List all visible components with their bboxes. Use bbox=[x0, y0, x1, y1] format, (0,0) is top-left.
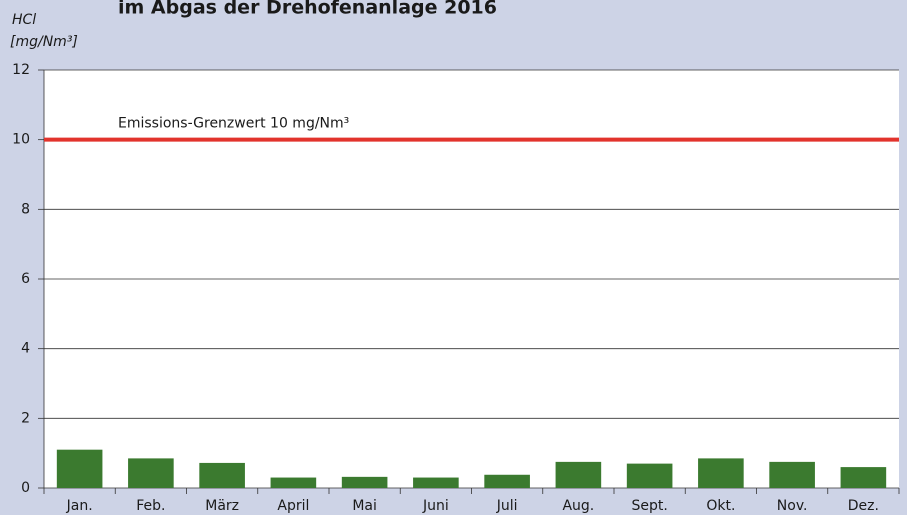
x-tick-label: Nov. bbox=[777, 498, 808, 514]
x-tick-label: Jan. bbox=[66, 498, 93, 514]
x-tick-label: Dez. bbox=[848, 498, 879, 514]
y-tick-label: 6 bbox=[21, 271, 30, 287]
bar bbox=[341, 476, 388, 488]
x-tick-label: Sept. bbox=[631, 498, 667, 514]
y-tick-label: 2 bbox=[21, 410, 30, 426]
bar bbox=[413, 477, 459, 488]
bar bbox=[56, 449, 103, 488]
x-tick-label: Okt. bbox=[706, 498, 735, 514]
threshold-label: Emissions-Grenzwert 10 mg/Nm³ bbox=[118, 116, 349, 132]
y-axis-label: HCl bbox=[12, 12, 36, 28]
x-tick-label: Juni bbox=[422, 498, 449, 514]
x-tick-label: Mai bbox=[352, 498, 377, 514]
y-tick-label: 10 bbox=[12, 132, 30, 148]
bar bbox=[555, 461, 602, 488]
x-tick-label: Feb. bbox=[136, 498, 165, 514]
y-tick-label: 12 bbox=[12, 62, 30, 78]
x-tick-label: April bbox=[277, 498, 309, 514]
bar bbox=[698, 458, 744, 488]
y-tick-label: 0 bbox=[21, 480, 30, 496]
x-tick-label: Aug. bbox=[562, 498, 594, 514]
bar bbox=[769, 461, 815, 488]
y-tick-label: 8 bbox=[21, 201, 30, 217]
x-tick-label: Juli bbox=[496, 498, 518, 514]
bar bbox=[484, 474, 530, 488]
bar bbox=[270, 477, 317, 488]
chart-title: im Abgas der Drehofenanlage 2016 bbox=[118, 0, 497, 19]
bar bbox=[199, 462, 245, 488]
bar bbox=[626, 463, 673, 488]
bar bbox=[128, 458, 174, 488]
x-tick-label: März bbox=[205, 498, 239, 514]
y-axis-unit: [mg/Nm³] bbox=[10, 34, 78, 50]
bar bbox=[840, 467, 887, 488]
y-tick-label: 4 bbox=[21, 341, 30, 357]
